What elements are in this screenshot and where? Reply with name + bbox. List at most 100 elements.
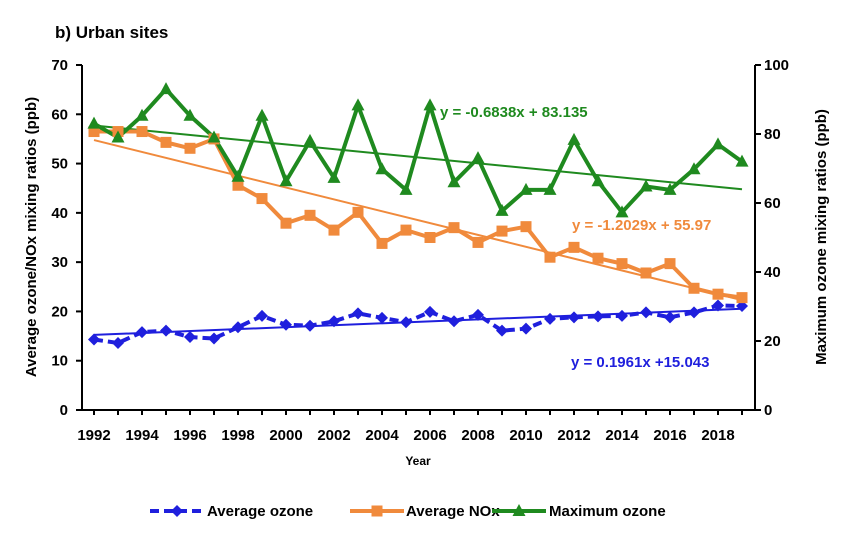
x-tick-label: 2010 [509, 427, 542, 444]
legend-label-average-ozone: Average ozone [207, 503, 313, 520]
average-nox-point [352, 206, 364, 218]
average-nox-point [256, 193, 268, 205]
average-ozone-point [568, 311, 580, 324]
plot-axes [81, 65, 756, 411]
left-y-tick-label: 60 [51, 106, 68, 123]
average-ozone-point [712, 299, 724, 312]
x-axis-title: Year [405, 454, 431, 468]
x-tick-label: 1998 [221, 427, 254, 444]
x-tick-label: 2006 [413, 427, 446, 444]
average-ozone-point [256, 309, 268, 322]
x-tick-label: 2002 [317, 427, 350, 444]
x-tick-label: 2000 [269, 427, 302, 444]
maximum-ozone-point [159, 82, 173, 95]
average-ozone-point [496, 324, 508, 337]
x-ticks: 1992 1994 1996 1998 2000 2002 2004 2006 2008 2010… [77, 410, 743, 444]
x-tick-label: 1996 [173, 427, 206, 444]
left-y-tick-label: 10 [51, 353, 68, 370]
left-y-tick-label: 0 [60, 402, 68, 419]
average-nox-point [88, 126, 100, 138]
average-ozone-point [280, 318, 292, 331]
maximum-ozone-point [135, 108, 149, 121]
left-y-tick-label: 40 [51, 205, 68, 222]
average-nox-point [568, 241, 580, 253]
average-ozone-point [208, 332, 220, 345]
average-ozone-point [616, 309, 628, 322]
legend-marker-average-nox [371, 505, 383, 517]
maximum-ozone-point [663, 182, 677, 195]
ozone-trend-equation: y = 0.1961x +15.043 [571, 354, 709, 371]
maximum-ozone-point [495, 203, 509, 216]
series-lines [93, 87, 744, 345]
average-nox-point [448, 222, 460, 234]
average-ozone-point [640, 306, 652, 319]
maximum-ozone-point [255, 108, 269, 121]
x-tick-label: 2012 [557, 427, 590, 444]
nox-trend-equation: y = -1.2029x + 55.97 [572, 217, 711, 234]
average-ozone-point [424, 305, 436, 318]
chart-title: b) Urban sites [55, 23, 168, 42]
average-ozone-point [448, 315, 460, 328]
maximum-ozone-point [447, 175, 461, 188]
x-tick-label: 2008 [461, 427, 494, 444]
average-nox-point [328, 224, 340, 236]
average-nox-point [592, 252, 604, 264]
maximum-ozone-point [615, 205, 629, 218]
series-line-average-nox [94, 129, 743, 300]
average-ozone-point [376, 311, 388, 324]
average-ozone-point [352, 307, 364, 320]
maximum-ozone-point [639, 179, 653, 192]
average-nox-point [136, 126, 148, 138]
maximum-ozone-point [423, 98, 437, 111]
maximum-ozone-point [111, 130, 125, 143]
series-line-maximum-ozone [93, 87, 744, 215]
average-ozone-point [592, 310, 604, 323]
left-y-tick-label: 50 [51, 156, 68, 173]
maximum-ozone-point [543, 182, 557, 195]
average-nox-point [520, 221, 532, 233]
average-nox-point [232, 179, 244, 191]
maximum-ozone-point [327, 170, 341, 183]
maximum-ozone-point [591, 174, 605, 187]
average-nox-point [616, 258, 628, 270]
right-y-tick-label: 100 [764, 57, 789, 74]
maximum-ozone-point [303, 133, 317, 146]
x-tick-label: 2018 [701, 427, 734, 444]
average-ozone-point [520, 322, 532, 335]
maximum-ozone-point [375, 162, 389, 175]
right-y-tick-label: 80 [764, 126, 781, 143]
average-ozone-point [688, 306, 700, 319]
average-nox-point [184, 142, 196, 154]
maximum-ozone-point [279, 174, 293, 187]
x-tick-label: 1992 [77, 427, 110, 444]
average-ozone-point [472, 308, 484, 321]
right-y-tick-label: 0 [764, 402, 772, 419]
average-ozone-point [88, 333, 100, 346]
right-y-tick-label: 60 [764, 195, 781, 212]
average-ozone-point [544, 312, 556, 325]
y2-axis-title: Maximum ozone mixing ratios (ppb) [813, 109, 830, 365]
left-y-tick-label: 30 [51, 254, 68, 271]
legend: Average ozone Average NOx Maximum ozone [150, 503, 666, 520]
right-y-tick-label: 20 [764, 333, 781, 350]
maximum-ozone-point [735, 154, 749, 167]
average-nox-point [376, 237, 388, 249]
average-ozone-point [664, 311, 676, 324]
average-nox-point [472, 236, 484, 248]
maximum-ozone-point [399, 182, 413, 195]
average-nox-point [496, 225, 508, 237]
left-y-ticks: 0 10 20 30 40 50 60 70 [51, 57, 82, 419]
trendline-average-nox [93, 139, 743, 302]
average-ozone-point [400, 316, 412, 329]
x-tick-label: 2004 [365, 427, 399, 444]
maximum-ozone-point [87, 116, 101, 129]
average-nox-point [400, 224, 412, 236]
x-tick-label: 2014 [605, 427, 639, 444]
legend-label-average-nox: Average NOx [406, 503, 500, 520]
average-ozone-point [328, 315, 340, 328]
maximum-ozone-point [567, 132, 581, 145]
average-nox-point [304, 209, 316, 221]
average-nox-point [160, 136, 172, 148]
series-line-average-ozone [93, 303, 743, 345]
